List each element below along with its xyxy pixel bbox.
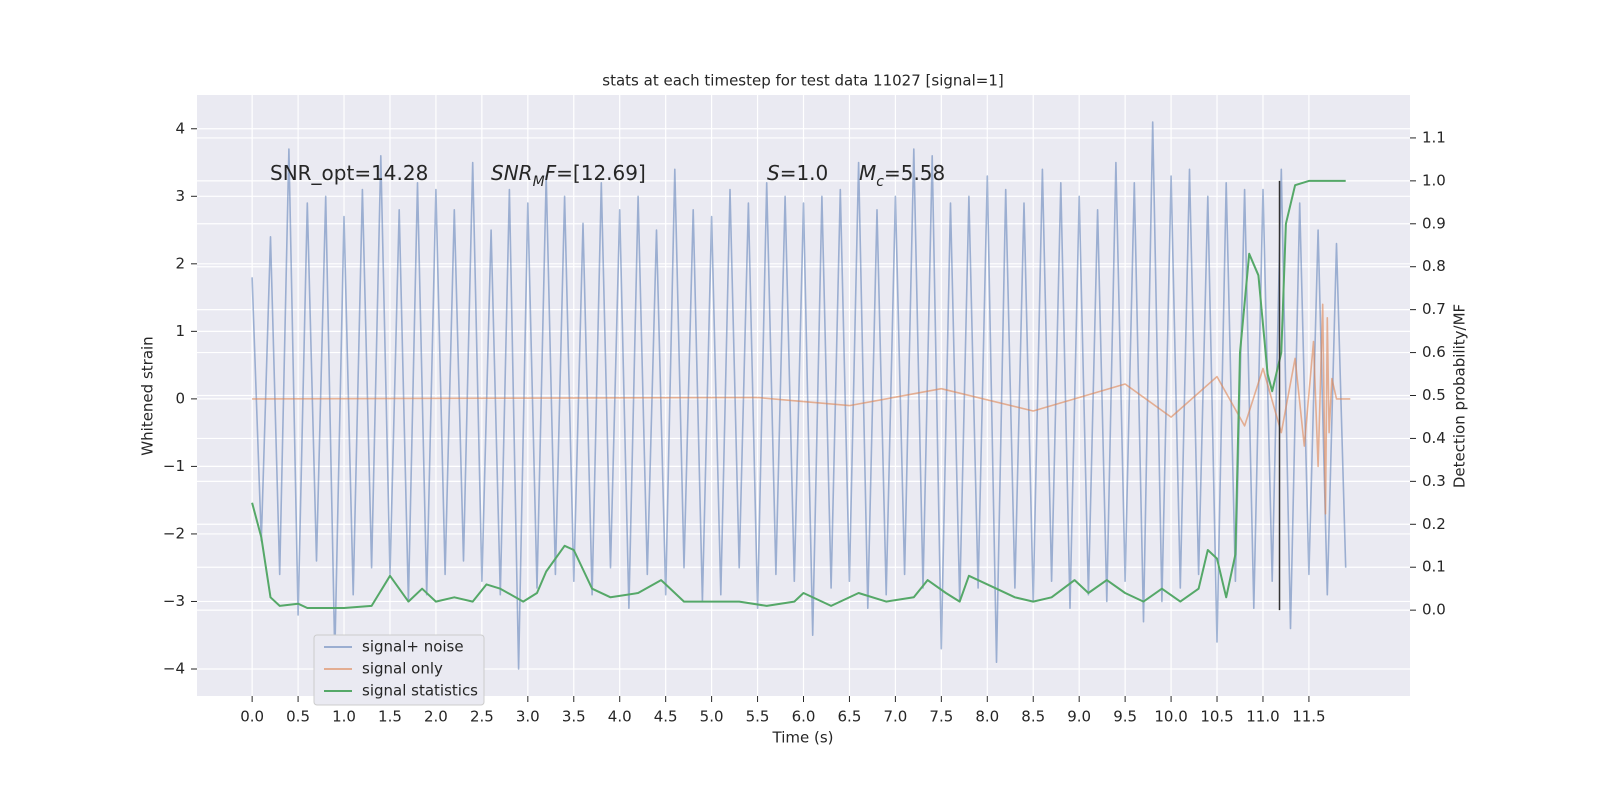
x-tick-label: 8.0 <box>975 708 999 726</box>
x-tick-label: 0.0 <box>240 708 264 726</box>
annotation-part: M <box>533 174 545 190</box>
annotation-part: =1.0 <box>780 161 829 185</box>
y2-tick-label: 0.9 <box>1422 214 1446 232</box>
x-tick-label: 3.0 <box>516 708 540 726</box>
series-line <box>252 303 1351 515</box>
annotation-part: M <box>859 161 876 185</box>
y-tick-label: 1 <box>175 322 185 340</box>
annotation-part: =[12.69] <box>556 161 646 185</box>
y2-tick-label: 0.5 <box>1422 386 1446 404</box>
x-axis-label: Time (s) <box>772 729 834 747</box>
y2-tick-label: 0.3 <box>1422 472 1446 490</box>
x-tick-label: 4.0 <box>608 708 632 726</box>
annotation: Mc=5.58 <box>859 161 945 191</box>
x-tick-label: 2.0 <box>424 708 448 726</box>
y2-tick-label: 1.0 <box>1422 171 1446 189</box>
x-tick-label: 11.5 <box>1292 708 1325 726</box>
x-tick-label: 11.0 <box>1246 708 1279 726</box>
chart-title: stats at each timestep for test data 110… <box>602 72 1003 90</box>
x-tick-label: 9.5 <box>1113 708 1137 726</box>
annotation-part: c <box>876 174 884 190</box>
legend-box <box>313 634 485 706</box>
annotation-part: SNR_opt=14.28 <box>270 161 428 185</box>
x-tick-label: 7.5 <box>929 708 953 726</box>
y-tick-label: −4 <box>163 659 185 677</box>
x-tick-label: 10.0 <box>1154 708 1187 726</box>
grid <box>197 95 1410 696</box>
y2-tick-label: 0.4 <box>1422 429 1446 447</box>
x-tick-label: 3.5 <box>562 708 586 726</box>
y-tick-label: −1 <box>163 457 185 475</box>
legend-label: signal only <box>362 660 443 678</box>
x-tick-label: 4.5 <box>654 708 678 726</box>
annotation-part: F <box>545 161 557 185</box>
y2-tick-label: 0.6 <box>1422 343 1446 361</box>
x-tick-label: 1.0 <box>332 708 356 726</box>
y2-tick-label: 1.1 <box>1422 128 1446 146</box>
series-line <box>251 179 1346 609</box>
annotation-part: SNR <box>491 161 533 185</box>
x-tick-label: 0.5 <box>286 708 310 726</box>
x-tick-label: 6.5 <box>838 708 862 726</box>
x-tick-label: 5.5 <box>746 708 770 726</box>
legend-label: signal statistics <box>362 682 478 700</box>
y2-tick-label: 0.7 <box>1422 300 1446 318</box>
y-tick-label: 2 <box>175 254 185 272</box>
y-tick-label: 0 <box>175 389 185 407</box>
annotation: SNR_opt=14.28 <box>270 161 428 185</box>
annotation-part: S <box>767 161 780 185</box>
legend-label: signal+ noise <box>362 638 464 656</box>
y-tick-label: −3 <box>163 592 185 610</box>
y-tick-label: 3 <box>175 187 185 205</box>
x-tick-label: 7.0 <box>883 708 907 726</box>
x-tick-label: 2.5 <box>470 708 494 726</box>
x-tick-label: 9.0 <box>1067 708 1091 726</box>
y2-tick-label: 0.8 <box>1422 257 1446 275</box>
x-tick-label: 1.5 <box>378 708 402 726</box>
y-tick-label: −2 <box>163 524 185 542</box>
y-axis-label: Whitened strain <box>139 336 157 455</box>
y2-tick-label: 0.0 <box>1422 601 1446 619</box>
x-tick-label: 6.0 <box>792 708 816 726</box>
annotation: S=1.0 <box>767 161 828 185</box>
series-line <box>251 121 1347 670</box>
y-tick-label: 4 <box>175 119 185 137</box>
y2-axis-label: Detection probability/MF <box>1451 304 1469 488</box>
x-tick-label: 10.5 <box>1200 708 1233 726</box>
x-tick-label: 8.5 <box>1021 708 1045 726</box>
x-tick-label: 5.0 <box>700 708 724 726</box>
y2-tick-label: 0.1 <box>1422 558 1446 576</box>
annotation-part: =5.58 <box>884 161 945 185</box>
y2-tick-label: 0.2 <box>1422 515 1446 533</box>
annotation: SNRMF=[12.69] <box>491 161 646 191</box>
